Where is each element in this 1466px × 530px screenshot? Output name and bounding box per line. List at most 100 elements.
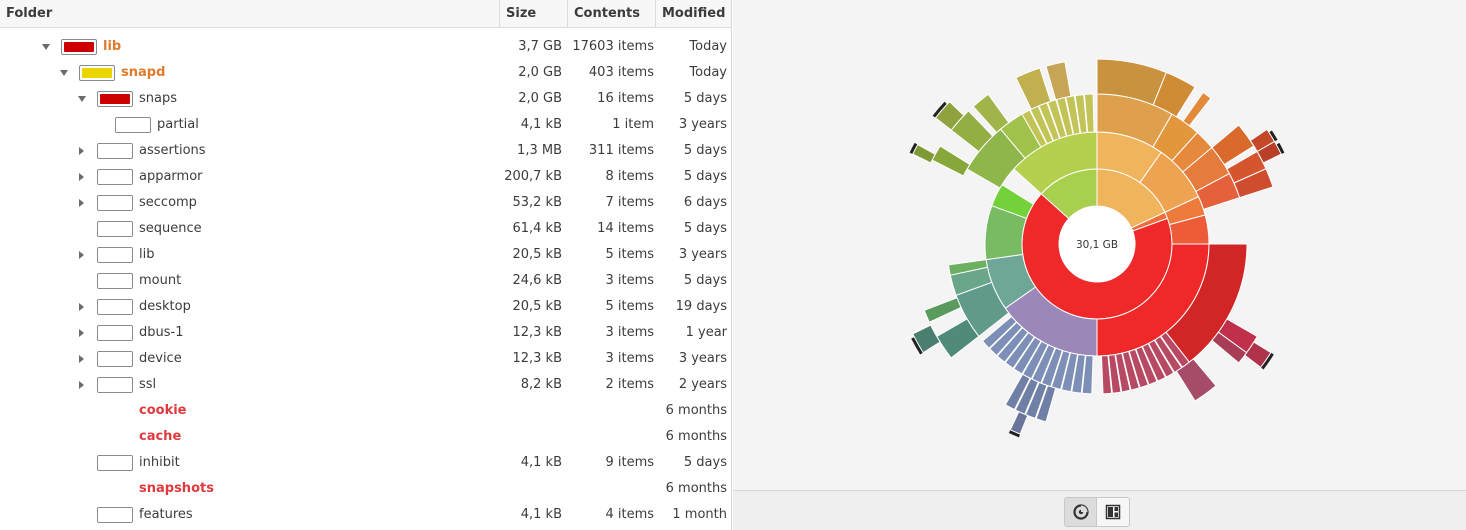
tree-row[interactable]: snapshots 6 months xyxy=(0,476,731,502)
ring-segment[interactable] xyxy=(1035,385,1057,423)
ring-segment[interactable] xyxy=(1135,345,1158,386)
ring-segment[interactable] xyxy=(1004,373,1031,411)
folder-name: cookie xyxy=(139,403,187,418)
column-header-folder[interactable]: Folder xyxy=(0,0,500,28)
ring-segment[interactable] xyxy=(1182,91,1212,127)
ring-segment[interactable] xyxy=(1004,331,1036,370)
tree-row[interactable]: seccomp 53,2 kB 7 items 6 days xyxy=(0,190,731,216)
chevron-right-icon[interactable] xyxy=(79,303,84,311)
ring-segment[interactable] xyxy=(923,297,962,323)
ring-segment[interactable] xyxy=(1256,140,1282,164)
ring-segment[interactable] xyxy=(1015,67,1052,110)
chart-center[interactable] xyxy=(1059,206,1135,282)
ring-chart[interactable]: 30,1 GB xyxy=(733,0,1466,490)
ring-chart-view-button[interactable] xyxy=(1064,497,1097,527)
folder-name: dbus-1 xyxy=(139,325,184,340)
tree-row[interactable]: partial 4,1 kB 1 item 3 years xyxy=(0,112,731,138)
column-header-modified[interactable]: Modified xyxy=(662,6,726,21)
folder-color-swatch xyxy=(115,117,151,133)
tree-row[interactable]: assertions 1,3 MB 311 items 5 days xyxy=(0,138,731,164)
column-header-size[interactable]: Size xyxy=(500,0,568,28)
chevron-right-icon[interactable] xyxy=(79,381,84,389)
tree-row[interactable]: features 4,1 kB 4 items 1 month xyxy=(0,502,731,528)
ring-segment[interactable] xyxy=(1107,353,1122,394)
ring-segment[interactable] xyxy=(1071,353,1086,394)
tree-row[interactable]: snaps 2,0 GB 16 items 5 days xyxy=(0,86,731,112)
ring-segment[interactable] xyxy=(947,259,989,276)
tree-row[interactable]: cookie 6 months xyxy=(0,398,731,424)
folder-modified: 5 days xyxy=(683,221,727,236)
tree-row[interactable]: inhibit 4,1 kB 9 items 5 days xyxy=(0,450,731,476)
ring-segment[interactable] xyxy=(1021,109,1048,148)
folder-contents: 2 items xyxy=(605,377,654,392)
truncation-marker xyxy=(932,101,947,118)
ring-segment[interactable] xyxy=(991,183,1035,219)
ring-segment[interactable] xyxy=(1128,348,1149,389)
ring-segment[interactable] xyxy=(1050,350,1071,391)
tree-row[interactable]: snapd 2,0 GB 403 items Today xyxy=(0,60,731,86)
ring-segment[interactable] xyxy=(1211,124,1255,166)
chevron-right-icon[interactable] xyxy=(79,251,84,259)
tree-row[interactable]: lib 20,5 kB 5 items 3 years xyxy=(0,242,731,268)
folder-size: 1,3 MB xyxy=(517,143,562,158)
truncation-marker xyxy=(1276,142,1285,154)
ring-segment[interactable] xyxy=(1141,342,1167,382)
ring-segment[interactable] xyxy=(934,100,965,131)
chevron-down-icon[interactable] xyxy=(78,96,86,102)
ring-segment[interactable] xyxy=(1121,350,1140,391)
folder-modified: 1 year xyxy=(685,325,727,340)
tree-row[interactable]: mount 24,6 kB 3 items 5 days xyxy=(0,268,731,294)
treemap-view-button[interactable] xyxy=(1097,497,1130,527)
ring-segment[interactable] xyxy=(996,326,1029,363)
chevron-down-icon[interactable] xyxy=(60,70,68,76)
ring-segment[interactable] xyxy=(1045,61,1072,101)
ring-segment[interactable] xyxy=(1060,352,1079,393)
folder-name: apparmor xyxy=(139,169,203,184)
ring-segment[interactable] xyxy=(1024,381,1048,420)
folder-size: 53,2 kB xyxy=(512,195,562,210)
folder-modified: 2 years xyxy=(678,377,727,392)
tree-row[interactable]: device 12,3 kB 3 items 3 years xyxy=(0,346,731,372)
chevron-right-icon[interactable] xyxy=(79,147,84,155)
ring-segment[interactable] xyxy=(1152,71,1196,118)
ring-segment[interactable] xyxy=(931,145,971,177)
column-header-contents[interactable]: Contents xyxy=(568,0,656,28)
tree-row[interactable]: desktop 20,5 kB 5 items 19 days xyxy=(0,294,731,320)
ring-segment[interactable] xyxy=(972,93,1010,134)
chevron-right-icon[interactable] xyxy=(79,329,84,337)
ring-segment[interactable] xyxy=(912,324,941,354)
ring-segment[interactable] xyxy=(988,321,1023,357)
folder-name: mount xyxy=(139,273,182,288)
folder-name: sequence xyxy=(139,221,202,236)
tree-row[interactable]: apparmor 200,7 kB 8 items 5 days xyxy=(0,164,731,190)
chevron-down-icon[interactable] xyxy=(42,44,50,50)
chevron-right-icon[interactable] xyxy=(79,355,84,363)
ring-segment[interactable] xyxy=(1148,339,1175,378)
ring-segment[interactable] xyxy=(1083,93,1095,133)
ring-segment[interactable] xyxy=(912,143,936,164)
ring-segment[interactable] xyxy=(1114,352,1131,393)
ring-segment[interactable] xyxy=(1009,411,1029,435)
tree-row[interactable]: ssl 8,2 kB 2 items 2 years xyxy=(0,372,731,398)
tree-row[interactable]: sequence 61,4 kB 14 items 5 days xyxy=(0,216,731,242)
ring-segment[interactable] xyxy=(1081,354,1094,395)
tree-row[interactable]: lib 3,7 GB 17603 items Today xyxy=(0,34,731,60)
chevron-right-icon[interactable] xyxy=(79,199,84,207)
folder-size: 12,3 kB xyxy=(512,351,562,366)
folder-contents: 9 items xyxy=(605,455,654,470)
ring-segment[interactable] xyxy=(1100,354,1113,395)
folder-color-swatch xyxy=(97,195,133,211)
ring-segment[interactable] xyxy=(1175,358,1217,402)
ring-segment[interactable] xyxy=(936,318,980,359)
tree-row[interactable]: dbus-1 12,3 kB 3 items 1 year xyxy=(0,320,731,346)
ring-segment[interactable] xyxy=(1013,336,1042,375)
ring-segment[interactable] xyxy=(1233,168,1274,199)
ring-segment[interactable] xyxy=(1244,341,1272,369)
ring-segment[interactable] xyxy=(981,315,1018,349)
chevron-right-icon[interactable] xyxy=(79,173,84,181)
ring-segment[interactable] xyxy=(1074,94,1088,134)
folder-color-swatch xyxy=(97,221,133,237)
ring-segment[interactable] xyxy=(1211,331,1248,364)
folder-contents: 311 items xyxy=(588,143,654,158)
tree-row[interactable]: cache 6 months xyxy=(0,424,731,450)
